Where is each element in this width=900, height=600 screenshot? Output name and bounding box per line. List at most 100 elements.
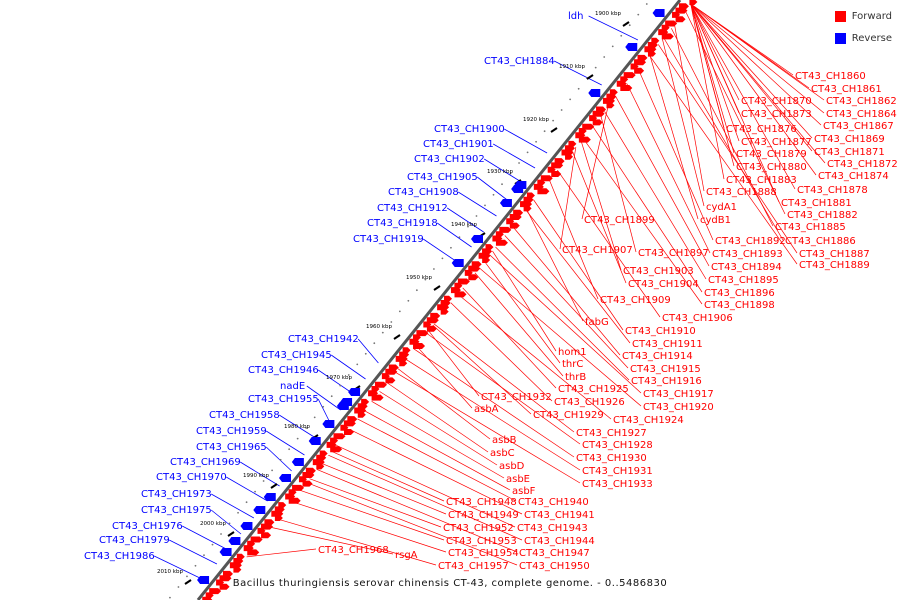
genome-backbone xyxy=(196,0,682,600)
forward-gene-label: CT43_CH1944 xyxy=(524,536,595,547)
reverse-gene-label: CT43_CH1975 xyxy=(141,505,212,516)
scale-dot xyxy=(322,405,325,408)
forward-leader-line xyxy=(649,54,699,220)
forward-gene-label: CT43_CH1887 xyxy=(799,249,870,260)
forward-gene-arrow xyxy=(602,97,615,104)
forward-gene-label: CT43_CH1883 xyxy=(726,175,797,186)
reverse-leader-line xyxy=(554,60,602,86)
scale-dot xyxy=(458,236,461,239)
forward-gene-arrow xyxy=(523,205,532,212)
reverse-gene-arrow xyxy=(263,493,276,501)
forward-leader-line xyxy=(426,332,581,445)
forward-gene-arrow xyxy=(675,16,686,23)
scale-dot xyxy=(211,543,214,546)
map-caption: Bacillus thuringiensis serovar chinensis… xyxy=(232,578,668,589)
forward-gene-arrow xyxy=(302,480,313,487)
forward-leader-line xyxy=(413,348,575,458)
forward-gene-label: CT43_CH1910 xyxy=(625,326,696,337)
forward-gene-arrow xyxy=(250,536,263,543)
forward-gene-arrow xyxy=(271,510,284,517)
forward-gene-label: CT43_CH1870 xyxy=(741,96,812,107)
forward-gene-arrow xyxy=(202,596,213,600)
scale-dot xyxy=(628,24,631,27)
forward-leader-line xyxy=(615,96,710,267)
forward-gene-arrow xyxy=(665,20,678,27)
forward-gene-arrow xyxy=(343,429,354,435)
forward-gene-label: CT43_CH1928 xyxy=(582,440,653,451)
scale-dot xyxy=(245,501,248,504)
scale-dot xyxy=(450,246,452,249)
forward-gene-label: CT43_CH1885 xyxy=(775,222,846,233)
forward-gene-arrow xyxy=(385,377,396,384)
forward-gene-arrow xyxy=(440,308,449,315)
forward-gene-label: CT43_CH1879 xyxy=(736,149,807,160)
reverse-leader-line xyxy=(182,525,229,551)
forward-gene-label: asbB xyxy=(492,435,517,446)
forward-gene-label: CT43_CH1873 xyxy=(741,109,812,120)
reverse-leader-line xyxy=(169,539,218,565)
forward-leader-line xyxy=(580,140,622,271)
forward-gene-label: CT43_CH1895 xyxy=(708,275,779,286)
forward-gene-label: CT43_CH1914 xyxy=(622,351,693,362)
forward-gene-arrow xyxy=(219,575,232,582)
reverse-gene-label: CT43_CH1976 xyxy=(112,521,183,532)
forward-leader-line xyxy=(331,450,445,502)
forward-gene-label: CT43_CH1911 xyxy=(632,339,703,350)
scale-dot xyxy=(339,384,342,387)
forward-leader-line xyxy=(492,250,557,352)
reverse-gene-arrow xyxy=(451,259,464,267)
reverse-gene-label: CT43_CH1970 xyxy=(156,472,227,483)
forward-gene-arrow xyxy=(495,239,508,246)
forward-leader-line xyxy=(474,272,564,377)
scale-dot xyxy=(381,331,384,334)
scale-tick-label: 1950 kbp xyxy=(406,275,432,281)
forward-gene-arrow xyxy=(454,291,467,298)
reverse-gene-arrow xyxy=(652,9,665,17)
forward-gene-label: CT43_CH1931 xyxy=(582,466,653,477)
forward-gene-arrow xyxy=(592,110,605,117)
forward-gene-label: asbD xyxy=(499,461,525,472)
scale-ticks: 1900 kbp 1910 kbp 1920 kbp 1930 kbp 1940 kbp… xyxy=(157,11,630,585)
reverse-leader-line xyxy=(422,238,459,264)
forward-leader-line xyxy=(690,3,796,190)
forward-leader-line xyxy=(690,3,825,114)
forward-gene-label: CT43_CH1968 xyxy=(318,545,389,556)
forward-leader-line xyxy=(670,28,774,227)
forward-leader-line xyxy=(690,3,740,101)
forward-gene-arrow xyxy=(288,497,301,504)
forward-leader-line xyxy=(397,368,491,440)
forward-gene-arrow xyxy=(468,265,481,272)
reverse-gene-label: CT43_CH1901 xyxy=(423,139,494,150)
forward-gene-label: asbC xyxy=(490,448,515,459)
forward-gene-arrow xyxy=(478,252,491,259)
forward-leader-line xyxy=(557,169,661,318)
forward-gene-arrow xyxy=(592,119,603,126)
forward-gene-arrow xyxy=(426,325,437,332)
reverse-gene-label: CT43_CH1919 xyxy=(353,234,424,245)
forward-gene-label: CT43_CH1940 xyxy=(518,497,589,508)
scale-dot xyxy=(484,204,486,207)
scale-dot xyxy=(194,564,197,567)
forward-gene-arrow xyxy=(330,446,343,453)
forward-gene-label: cydA1 xyxy=(706,202,737,213)
forward-leader-line xyxy=(394,371,581,484)
scale-dot xyxy=(501,183,503,186)
forward-gene-label: CT43_CH1878 xyxy=(797,185,868,196)
scale-tick-mark xyxy=(393,334,401,340)
forward-leader-line xyxy=(405,358,581,471)
forward-gene-label: CT43_CH1869 xyxy=(814,134,885,145)
reverse-leader-line xyxy=(317,398,331,424)
forward-gene-arrow xyxy=(343,420,356,427)
forward-leader-line xyxy=(690,3,826,164)
scale-dot xyxy=(220,533,222,535)
forward-swatch xyxy=(834,10,846,22)
scale-dot xyxy=(552,119,555,122)
forward-gene-arrow xyxy=(229,562,242,569)
forward-gene-arrow xyxy=(395,355,408,362)
forward-gene-label: CT43_CH1953 xyxy=(446,536,517,547)
scale-dot xyxy=(364,352,367,355)
scale-tick-label: 1940 kbp xyxy=(451,222,477,228)
forward-gene-label: thrB xyxy=(565,372,586,383)
reverse-gene-arrow xyxy=(511,185,524,193)
scale-tick-label: 1960 kbp xyxy=(366,324,392,330)
